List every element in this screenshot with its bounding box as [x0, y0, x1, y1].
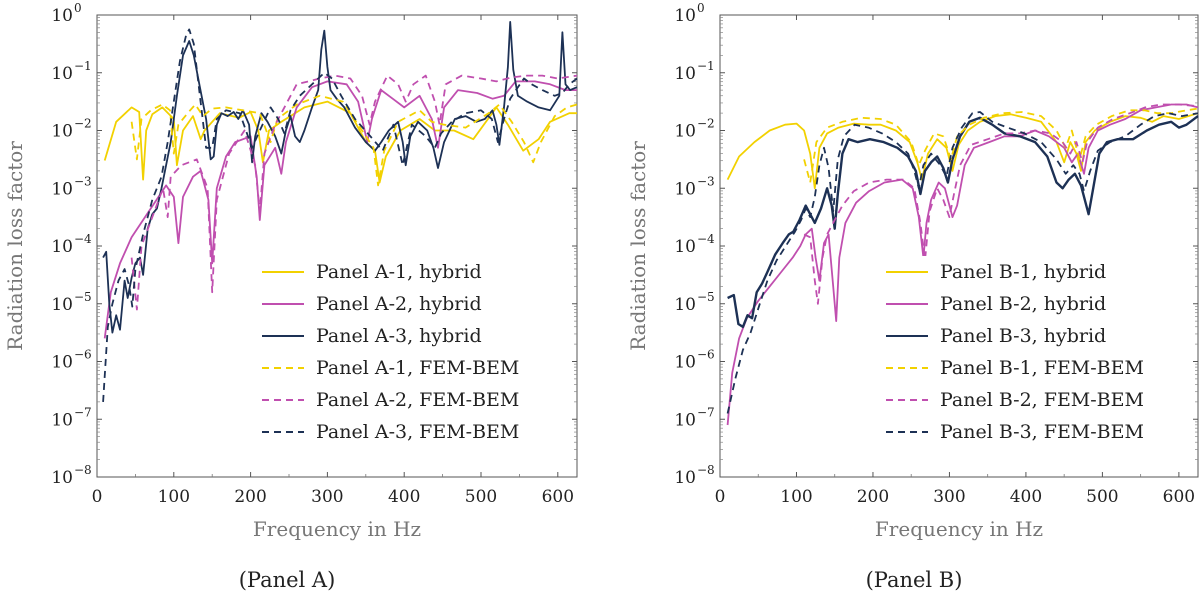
y-tick-exponent: 0: [74, 1, 82, 15]
y-tick-exponent: −2: [697, 117, 715, 131]
y-tick-label: 10: [51, 122, 73, 142]
x-tick-label: 100: [158, 487, 190, 507]
y-tick-label: 10: [51, 353, 73, 373]
series-line-a-1: [103, 100, 577, 184]
legend-label: Panel B-1, hybrid: [940, 261, 1106, 283]
y-tick-label: 10: [674, 6, 696, 26]
x-tick-label: 400: [388, 487, 420, 507]
x-tick-label: 500: [1086, 487, 1118, 507]
series-line-b-5: [803, 103, 1199, 305]
y-tick-label: 10: [51, 179, 73, 199]
x-axis-label: Frequency in Hz: [253, 517, 421, 541]
y-tick-exponent: −1: [697, 59, 715, 73]
y-tick-label: 10: [51, 64, 73, 84]
y-axis-label: Radiation loss factor: [626, 141, 650, 351]
legend-label: Panel A-1, hybrid: [316, 261, 482, 283]
legend-label: Panel B-3, FEM-BEM: [940, 421, 1144, 443]
legend-label: Panel B-2, hybrid: [940, 293, 1106, 315]
y-tick-label: 10: [51, 468, 73, 488]
series-line-b-4: [803, 107, 1199, 184]
y-tick-label: 10: [51, 6, 73, 26]
y-tick-exponent: −1: [74, 59, 92, 73]
series-line-a-4: [130, 94, 578, 187]
y-tick-exponent: −4: [74, 232, 92, 246]
legend-label: Panel B-3, hybrid: [940, 325, 1106, 347]
y-tick-label: 10: [674, 295, 696, 315]
legend: Panel B-1, hybrid Panel B-2, hybrid Panel …: [874, 256, 1174, 452]
legend-label: Panel B-1, FEM-BEM: [940, 357, 1144, 379]
x-tick-label: 600: [1163, 487, 1195, 507]
panel-caption: (Panel B): [866, 568, 963, 592]
y-tick-exponent: −7: [697, 405, 715, 419]
y-tick-exponent: 0: [697, 1, 705, 15]
y-tick-label: 10: [51, 295, 73, 315]
y-tick-exponent: −8: [697, 463, 715, 477]
x-tick-label: 500: [465, 487, 497, 507]
y-tick-label: 10: [674, 64, 696, 84]
x-tick-label: 300: [933, 487, 965, 507]
legend-label: Panel A-2, FEM-BEM: [316, 389, 519, 411]
x-tick-label: 100: [780, 487, 812, 507]
x-tick-label: 300: [311, 487, 343, 507]
y-tick-label: 10: [674, 353, 696, 373]
x-tick-label: 0: [92, 487, 103, 507]
legend-label: Panel A-1, FEM-BEM: [316, 357, 519, 379]
x-tick-label: 200: [234, 487, 266, 507]
series-line-a-6: [102, 28, 578, 402]
y-tick-exponent: −7: [74, 405, 92, 419]
y-tick-exponent: −6: [697, 348, 715, 362]
y-tick-exponent: −4: [697, 232, 715, 246]
series-lines: [102, 21, 578, 402]
y-tick-label: 10: [51, 237, 73, 257]
x-tick-label: 600: [542, 487, 574, 507]
y-tick-exponent: −8: [74, 463, 92, 477]
series-line-a-5: [130, 74, 578, 311]
y-tick-exponent: −5: [697, 290, 715, 304]
legend-background: [874, 256, 1174, 452]
series-lines: [726, 103, 1199, 426]
y-tick-exponent: −3: [697, 174, 715, 188]
x-tick-label: 200: [857, 487, 889, 507]
y-tick-label: 10: [674, 122, 696, 142]
legend-label: Panel A-3, FEM-BEM: [316, 421, 519, 443]
series-line-b-2: [726, 103, 1199, 426]
series-line-b-3: [727, 115, 1199, 329]
y-tick-label: 10: [674, 468, 696, 488]
legend-label: Panel A-3, hybrid: [316, 325, 482, 347]
y-tick-exponent: −2: [74, 117, 92, 131]
x-axis-label: Frequency in Hz: [875, 517, 1043, 541]
x-tick-label: 400: [1010, 487, 1042, 507]
y-axis-label: Radiation loss factor: [3, 141, 27, 351]
legend: Panel A-1, hybrid Panel A-2, hybrid Panel …: [250, 256, 550, 452]
legend-background: [250, 256, 550, 452]
series-line-a-2: [103, 80, 577, 339]
y-tick-exponent: −6: [74, 348, 92, 362]
legend-label: Panel A-2, hybrid: [316, 293, 482, 315]
y-tick-label: 10: [674, 237, 696, 257]
y-tick-exponent: −3: [74, 174, 92, 188]
y-tick-exponent: −5: [74, 290, 92, 304]
y-tick-label: 10: [51, 410, 73, 430]
y-tick-label: 10: [674, 179, 696, 199]
panel-caption: (Panel A): [239, 568, 336, 592]
legend-label: Panel B-2, FEM-BEM: [940, 389, 1144, 411]
y-tick-label: 10: [674, 410, 696, 430]
x-tick-label: 0: [715, 487, 726, 507]
series-line-b-6: [726, 111, 1199, 414]
